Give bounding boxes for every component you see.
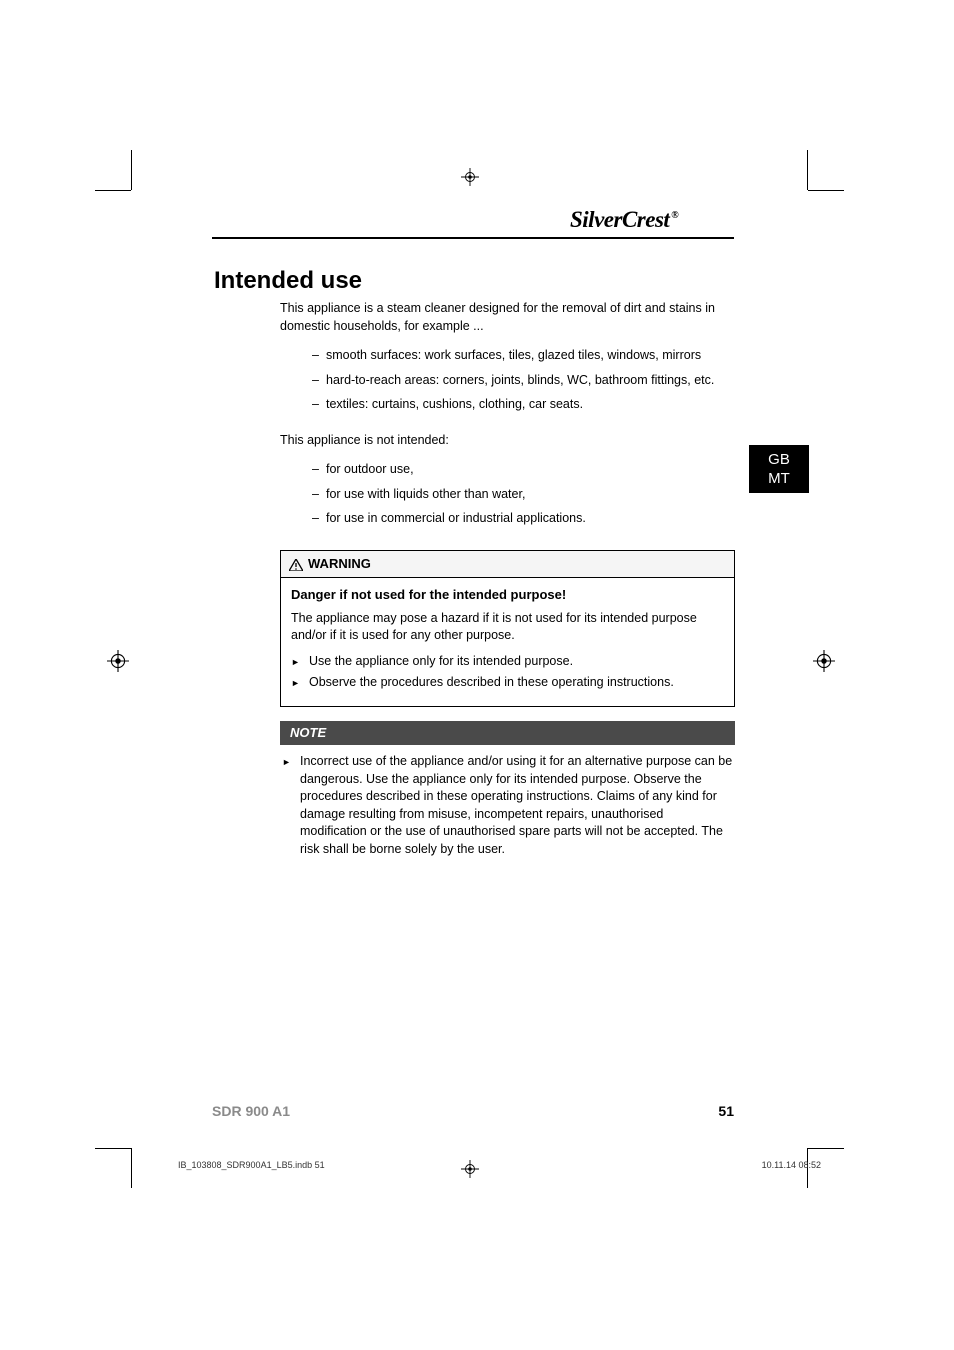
list-item: Use the appliance only for its intended … (291, 653, 724, 671)
not-intended-list: for outdoor use, for use with liquids ot… (312, 461, 735, 528)
page-heading: Intended use (214, 267, 362, 295)
warning-subtitle: Danger if not used for the intended purp… (291, 586, 724, 604)
note-box: NOTE Incorrect use of the appliance and/… (280, 721, 735, 870)
header-rule (212, 237, 734, 239)
brand-text: SilverCrest (570, 207, 669, 232)
list-item: hard-to-reach areas: corners, joints, bl… (312, 372, 735, 390)
footer-timestamp: 10.11.14 08:52 (762, 1160, 821, 1170)
warning-triangle-icon (289, 558, 303, 570)
crop-mark (131, 1148, 132, 1188)
content-body: This appliance is a steam cleaner design… (280, 300, 735, 870)
list-item: Incorrect use of the appliance and/or us… (282, 753, 733, 858)
warning-bullet-list: Use the appliance only for its intended … (291, 653, 724, 692)
list-item: for use with liquids other than water, (312, 486, 735, 504)
crop-mark (95, 190, 131, 191)
crop-mark (808, 190, 844, 191)
warning-header: WARNING (281, 551, 734, 578)
registration-mark-icon (813, 650, 835, 672)
registration-mark-icon (107, 650, 129, 672)
crop-mark (95, 1148, 131, 1149)
examples-list: smooth surfaces: work surfaces, tiles, g… (312, 347, 735, 414)
list-item: smooth surfaces: work surfaces, tiles, g… (312, 347, 735, 365)
warning-box: WARNING Danger if not used for the inten… (280, 550, 735, 707)
crop-mark (131, 150, 132, 190)
warning-body: Danger if not used for the intended purp… (281, 578, 734, 706)
registration-mark-icon (461, 168, 479, 186)
note-body: Incorrect use of the appliance and/or us… (280, 745, 735, 870)
list-item: for outdoor use, (312, 461, 735, 479)
footer-file-info: IB_103808_SDR900A1_LB5.indb 51 (178, 1160, 325, 1170)
not-intended-paragraph: This appliance is not intended: (280, 432, 735, 450)
footer-page-number: 51 (718, 1103, 734, 1119)
crop-mark (807, 150, 808, 190)
intro-paragraph: This appliance is a steam cleaner design… (280, 300, 735, 335)
crop-mark (808, 1148, 844, 1149)
warning-text: The appliance may pose a hazard if it is… (291, 610, 724, 645)
brand-logo: SilverCrest® (570, 207, 678, 233)
list-item: Observe the procedures described in thes… (291, 674, 724, 692)
footer-model: SDR 900 A1 (212, 1103, 290, 1119)
registration-mark-icon (461, 1160, 479, 1178)
reg-symbol: ® (671, 210, 678, 221)
list-item: for use in commercial or industrial appl… (312, 510, 735, 528)
list-item: textiles: curtains, cushions, clothing, … (312, 396, 735, 414)
note-header: NOTE (280, 721, 735, 745)
lang-code-1: GB (749, 450, 809, 470)
warning-title: WARNING (308, 555, 371, 573)
note-bullet-list: Incorrect use of the appliance and/or us… (282, 753, 733, 858)
lang-code-2: MT (749, 469, 809, 489)
language-tab: GB MT (749, 445, 809, 493)
